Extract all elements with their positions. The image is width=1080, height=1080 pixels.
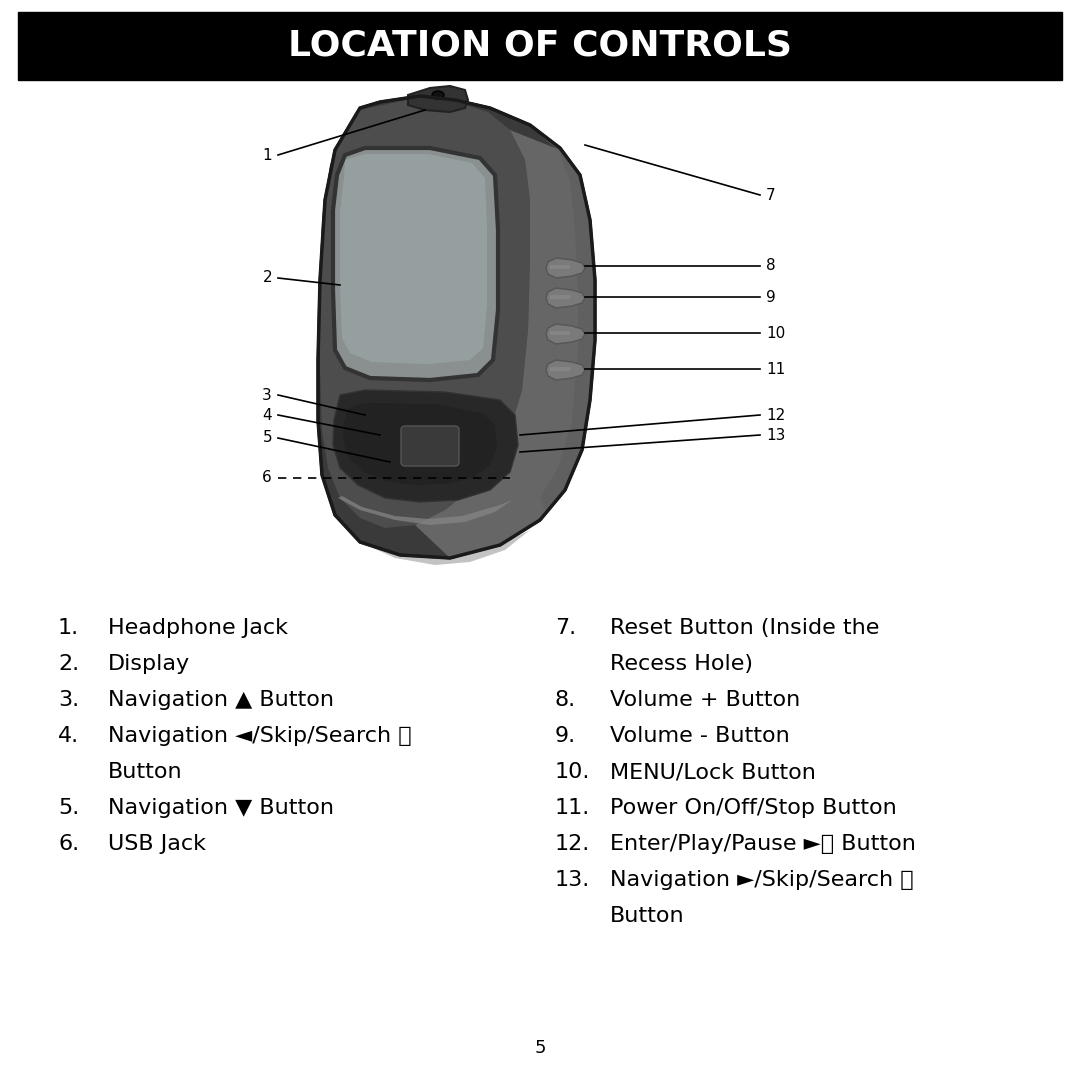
Text: 9: 9 bbox=[766, 289, 775, 305]
Polygon shape bbox=[408, 86, 468, 112]
Text: 5.: 5. bbox=[58, 798, 79, 818]
Text: 11: 11 bbox=[766, 362, 785, 377]
Text: 7: 7 bbox=[766, 188, 775, 203]
Text: 7.: 7. bbox=[555, 618, 576, 638]
Text: Volume + Button: Volume + Button bbox=[610, 690, 800, 710]
Text: USB Jack: USB Jack bbox=[108, 834, 206, 854]
Text: 2: 2 bbox=[262, 270, 272, 285]
Text: Reset Button (Inside the: Reset Button (Inside the bbox=[610, 618, 879, 638]
Polygon shape bbox=[546, 288, 585, 308]
Text: 3: 3 bbox=[262, 388, 272, 403]
Polygon shape bbox=[540, 135, 595, 510]
Text: 12.: 12. bbox=[555, 834, 591, 854]
Text: Volume - Button: Volume - Button bbox=[610, 726, 789, 746]
Polygon shape bbox=[546, 258, 585, 278]
Text: 13: 13 bbox=[766, 428, 785, 443]
FancyBboxPatch shape bbox=[401, 426, 459, 465]
Text: 1: 1 bbox=[262, 148, 272, 162]
Polygon shape bbox=[333, 390, 518, 502]
Polygon shape bbox=[360, 530, 530, 565]
Text: 12: 12 bbox=[766, 407, 785, 422]
Text: LOCATION OF CONTROLS: LOCATION OF CONTROLS bbox=[288, 29, 792, 63]
Text: Navigation ►/Skip/Search ⏭: Navigation ►/Skip/Search ⏭ bbox=[610, 870, 914, 890]
Text: 8: 8 bbox=[766, 258, 775, 273]
Text: 6: 6 bbox=[262, 471, 272, 486]
Text: 13.: 13. bbox=[555, 870, 591, 890]
Text: Button: Button bbox=[108, 762, 183, 782]
Text: Navigation ◄/Skip/Search ⏮: Navigation ◄/Skip/Search ⏮ bbox=[108, 726, 411, 746]
Text: 8.: 8. bbox=[555, 690, 576, 710]
Text: 4.: 4. bbox=[58, 726, 79, 746]
Text: 11.: 11. bbox=[555, 798, 591, 818]
Bar bbox=[550, 367, 570, 372]
Polygon shape bbox=[415, 130, 595, 558]
Text: Display: Display bbox=[108, 654, 190, 674]
Text: Headphone Jack: Headphone Jack bbox=[108, 618, 288, 638]
Text: 5: 5 bbox=[262, 431, 272, 445]
Text: Navigation ▼ Button: Navigation ▼ Button bbox=[108, 798, 334, 818]
Text: 5: 5 bbox=[535, 1039, 545, 1057]
Text: Power On/Off/Stop Button: Power On/Off/Stop Button bbox=[610, 798, 896, 818]
Bar bbox=[550, 330, 570, 335]
Bar bbox=[550, 265, 570, 269]
Text: 1.: 1. bbox=[58, 618, 79, 638]
Polygon shape bbox=[338, 496, 512, 525]
Text: 10: 10 bbox=[766, 325, 785, 340]
Bar bbox=[18, 12, 1062, 80]
Text: MENU/Lock Button: MENU/Lock Button bbox=[610, 762, 815, 782]
Polygon shape bbox=[318, 96, 595, 558]
Text: Navigation ▲ Button: Navigation ▲ Button bbox=[108, 690, 334, 710]
Text: 3.: 3. bbox=[58, 690, 79, 710]
Ellipse shape bbox=[432, 91, 444, 99]
Polygon shape bbox=[340, 154, 487, 364]
Text: 6.: 6. bbox=[58, 834, 79, 854]
Text: 2.: 2. bbox=[58, 654, 79, 674]
Polygon shape bbox=[320, 98, 530, 528]
Text: 10.: 10. bbox=[555, 762, 591, 782]
Text: 9.: 9. bbox=[555, 726, 576, 746]
Text: Button: Button bbox=[610, 906, 685, 926]
Text: Enter/Play/Pause ►⏸ Button: Enter/Play/Pause ►⏸ Button bbox=[610, 834, 916, 854]
Text: 4: 4 bbox=[262, 407, 272, 422]
Polygon shape bbox=[333, 148, 498, 380]
Polygon shape bbox=[546, 324, 585, 345]
Bar bbox=[550, 295, 570, 299]
Text: Recess Hole): Recess Hole) bbox=[610, 654, 753, 674]
Polygon shape bbox=[546, 360, 585, 380]
Polygon shape bbox=[343, 403, 497, 485]
